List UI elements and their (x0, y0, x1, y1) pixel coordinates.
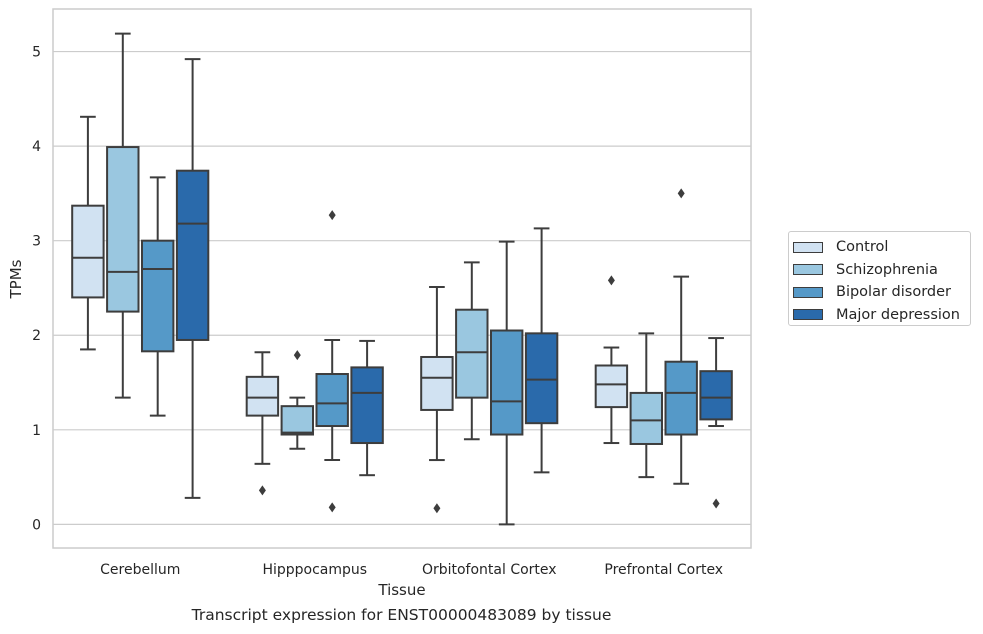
outlier-point (712, 498, 720, 509)
x-tick-label: Orbitofontal Cortex (422, 562, 557, 578)
plot-frame (52, 8, 752, 549)
outlier-point (328, 502, 336, 513)
x-axis-ticks: Cerebellum Hipppocampus Orbitofontal Corte… (100, 562, 723, 578)
x-tick-label: Cerebellum (100, 562, 180, 578)
legend-swatch (793, 241, 823, 253)
box-bipolar-disorder-2 (489, 240, 524, 526)
legend: Control Schizophrenia Bipolar disorder Majo… (788, 231, 971, 326)
y-axis-label: TPMs (7, 259, 25, 299)
box-iqr (280, 405, 315, 436)
box-iqr (524, 332, 559, 425)
box-control-2 (420, 286, 454, 514)
box-major-depression-1 (350, 339, 384, 477)
box-iqr (350, 366, 384, 445)
box-iqr (420, 355, 454, 411)
box-iqr (629, 391, 664, 445)
box-bipolar-disorder-0 (140, 176, 175, 417)
outlier-point (258, 485, 266, 496)
y-axis-ticks: 0 1 2 3 4 5 (32, 45, 41, 534)
outlier-point (607, 275, 615, 286)
box-schizophrenia-2 (455, 261, 489, 441)
outlier-point (433, 503, 441, 514)
outlier-point (677, 188, 685, 199)
y-tick-label: 4 (32, 139, 41, 155)
legend-swatch (793, 309, 823, 321)
box-bipolar-disorder-3 (664, 188, 698, 485)
y-tick-label: 3 (32, 234, 41, 250)
box-iqr (594, 364, 629, 409)
legend-label: Schizophrenia (836, 261, 938, 278)
box-iqr (489, 329, 524, 436)
box-schizophrenia-3 (629, 332, 664, 479)
outlier-point (328, 210, 336, 221)
plot-area (52, 8, 752, 549)
box-control-1 (245, 351, 280, 496)
box-iqr (315, 373, 349, 428)
legend-swatch (793, 264, 823, 276)
y-tick-label: 2 (32, 328, 41, 344)
outlier-point (293, 350, 301, 361)
box-major-depression-2 (524, 227, 559, 474)
x-tick-label: Prefrontal Cortex (604, 562, 723, 578)
box-major-depression-0 (175, 58, 210, 499)
legend-label: Bipolar disorder (836, 284, 951, 301)
box-iqr (175, 169, 210, 341)
legend-item: Schizophrenia (793, 259, 970, 282)
x-axis-label: Tissue (377, 581, 425, 599)
legend-item: Control (793, 236, 970, 259)
box-iqr (664, 360, 698, 436)
box-iqr (455, 308, 489, 399)
y-tick-label: 5 (32, 45, 41, 61)
box-schizophrenia-0 (106, 32, 140, 399)
x-tick-label: Hipppocampus (262, 562, 367, 578)
legend-item: Bipolar disorder (793, 281, 970, 304)
box-bipolar-disorder-1 (315, 210, 349, 513)
box-iqr (71, 204, 105, 299)
box-schizophrenia-1 (280, 350, 315, 450)
y-tick-label: 1 (32, 423, 41, 439)
legend-swatch (793, 286, 823, 298)
box-major-depression-3 (699, 337, 733, 509)
chart-caption: Transcript expression for ENST0000048308… (191, 606, 612, 624)
legend-item: Major depression (793, 304, 970, 327)
box-iqr (106, 146, 140, 313)
box-iqr (245, 375, 280, 417)
box-iqr (699, 370, 733, 421)
box-iqr (140, 239, 175, 353)
legend-label: Control (836, 239, 889, 256)
box-control-0 (71, 115, 105, 351)
box-control-3 (594, 275, 629, 445)
y-tick-label: 0 (32, 517, 41, 533)
legend-label: Major depression (836, 306, 960, 323)
